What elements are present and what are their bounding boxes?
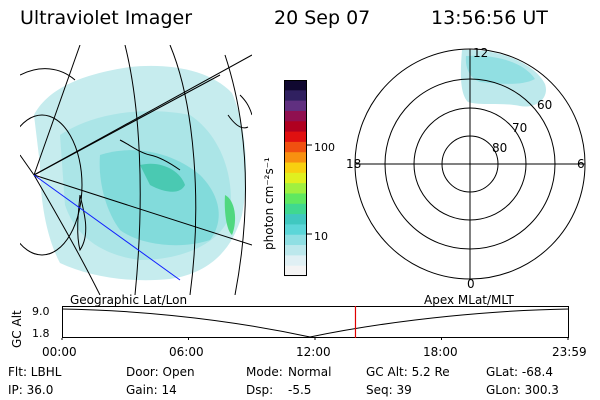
timeline-ytick-9: 9.0	[32, 305, 50, 318]
mlt-label-18: 18	[346, 157, 362, 171]
info-mode-value: Normal	[288, 365, 332, 379]
altitude-curve	[61, 308, 570, 338]
info-flt: Flt: LBHL	[8, 365, 62, 379]
apex-label: Apex MLat/MLT	[424, 293, 514, 307]
colorbar-segment	[284, 100, 307, 112]
colorbar-segment	[284, 203, 307, 215]
timeline-ytick-1: 1.8	[32, 327, 50, 340]
timeline-plot	[61, 306, 570, 340]
info-glon: GLon: 300.3	[486, 383, 559, 397]
info-seq: Seq: 39	[366, 383, 412, 397]
mlat-label-60: 60	[537, 98, 553, 112]
colorbar-tick-10: 10	[314, 230, 328, 243]
timeline-xtick-2359: 23:59	[552, 345, 587, 359]
info-gain: Gain: 14	[126, 383, 177, 397]
timeline-xtick-1200: 12:00	[296, 345, 331, 359]
colorbar-segment	[284, 141, 307, 153]
mlat-label-80: 80	[492, 141, 508, 155]
colorbar-tick-100: 100	[314, 141, 335, 154]
instrument-title: Ultraviolet Imager	[20, 7, 193, 29]
timeline-xtick-1800: 18:00	[423, 345, 458, 359]
mlt-label-0: 0	[467, 277, 475, 291]
colorbar-segment	[284, 224, 307, 236]
info-gcalt: GC Alt: 5.2 Re	[366, 365, 450, 379]
geographic-label: Geographic Lat/Lon	[70, 293, 188, 307]
info-ip: IP: 36.0	[8, 383, 54, 397]
colorbar-unit-label: photon cm⁻²s⁻¹	[262, 157, 276, 250]
timeline-xtick-0600: 06:00	[169, 345, 204, 359]
colorbar-segment	[284, 183, 307, 195]
colorbar-segment	[284, 90, 307, 102]
polar-plot	[354, 48, 586, 280]
colorbar-segment	[284, 110, 307, 122]
colorbar-segment	[284, 265, 307, 277]
timeline-axis-label: GC Alt	[10, 310, 24, 348]
colorbar-segment	[284, 131, 307, 143]
colorbar-segment	[284, 121, 307, 133]
info-dsp-label: Dsp:	[246, 383, 274, 397]
info-mode-label: Mode:	[246, 365, 283, 379]
geographic-map	[20, 45, 252, 295]
timeline-xtick-0000: 00:00	[42, 345, 77, 359]
colorbar-segment	[284, 214, 307, 226]
colorbar-segment	[284, 152, 307, 164]
mlat-label-70: 70	[512, 121, 528, 135]
info-dsp-value: -5.5	[288, 383, 312, 397]
colorbar-segment	[284, 193, 307, 205]
date-label: 20 Sep 07	[274, 7, 371, 29]
colorbar-segment	[284, 245, 307, 256]
mlt-label-6: 6	[577, 157, 585, 171]
colorbar-segment	[284, 234, 307, 246]
info-glat: GLat: -68.4	[486, 365, 553, 379]
colorbar	[284, 80, 312, 277]
colorbar-segment	[284, 162, 307, 174]
info-door: Door: Open	[126, 365, 195, 379]
colorbar-segment	[284, 255, 307, 267]
time-label: 13:56:56 UT	[431, 7, 548, 29]
colorbar-segment	[284, 172, 307, 184]
colorbar-segment	[284, 80, 307, 91]
mlt-label-12: 12	[473, 46, 489, 60]
